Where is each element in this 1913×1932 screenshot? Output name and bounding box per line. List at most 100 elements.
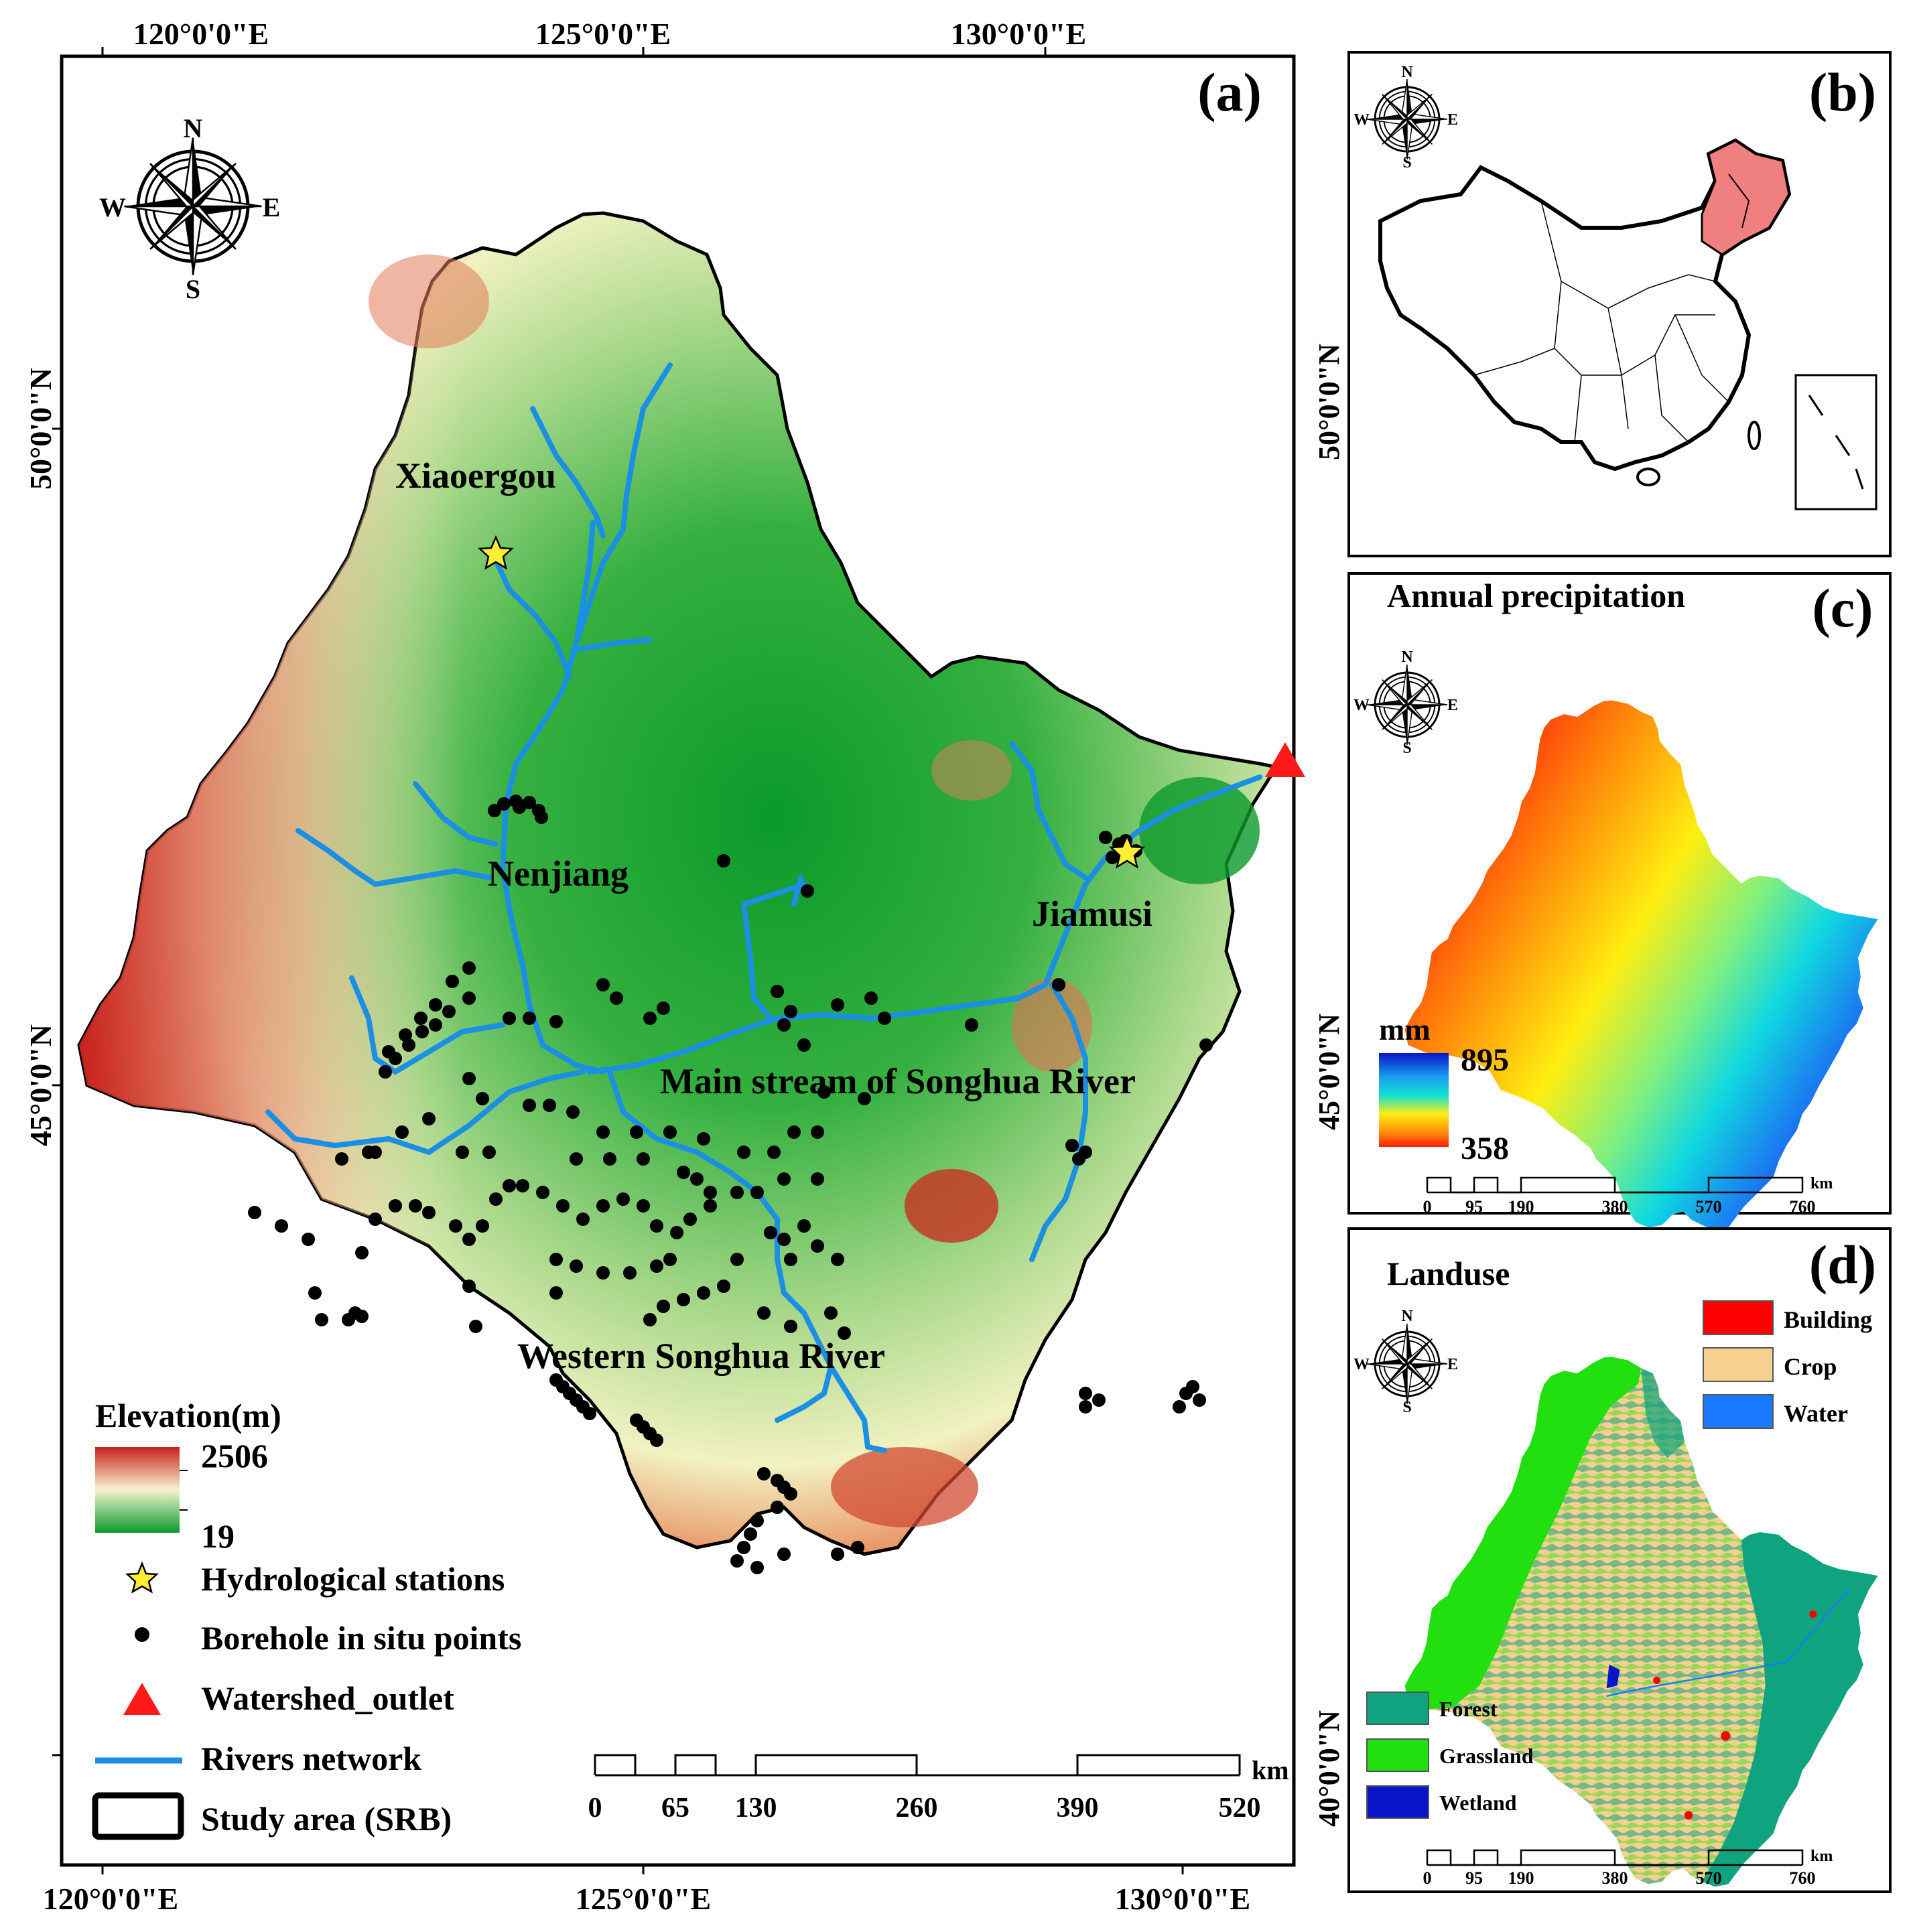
- legend-study-area-label: Study area (SRB): [201, 1800, 452, 1838]
- landuse-forest-north: [1640, 1368, 1685, 1458]
- borehole-point: [784, 1253, 797, 1266]
- legend-grassland-label: Grassland: [1439, 1744, 1534, 1768]
- panel-d-compass-e: E: [1447, 1356, 1458, 1373]
- legend-rivers-label: Rivers network: [201, 1740, 421, 1777]
- borehole-point: [797, 1038, 811, 1052]
- borehole-point: [516, 1179, 529, 1192]
- borehole-point: [1092, 1393, 1106, 1407]
- borehole-point: [630, 1125, 643, 1139]
- river-western-songhua: [607, 1069, 834, 1423]
- legend-wetland-swatch: [1366, 1785, 1429, 1819]
- borehole-point: [556, 1199, 570, 1213]
- legend-forest-swatch: [1366, 1692, 1429, 1725]
- northwest-highland: [369, 255, 489, 348]
- borehole-point: [777, 1233, 791, 1246]
- borehole-point: [1099, 831, 1112, 844]
- borehole-point: [784, 1487, 797, 1501]
- borehole-point: [750, 1514, 764, 1527]
- river-nenjiang-main: [500, 362, 673, 1075]
- borehole-point: [536, 1186, 549, 1199]
- borehole-point: [744, 1527, 757, 1541]
- panel-c-tag: (c): [1812, 577, 1873, 638]
- borehole-point: [308, 1286, 322, 1300]
- borehole-point: [1199, 1038, 1213, 1052]
- legend-water-label: Water: [1784, 1400, 1848, 1427]
- borehole-point: [650, 1434, 663, 1447]
- borehole-point: [831, 1547, 844, 1561]
- legend-stations-label: Hydrological stations: [201, 1560, 505, 1598]
- scale-d-tick-4: 570: [1696, 1868, 1722, 1888]
- borehole-point: [683, 1213, 697, 1226]
- borehole-point: [764, 1226, 777, 1239]
- legend-study-area-box-icon: [92, 1792, 184, 1840]
- borehole-point: [851, 1541, 864, 1554]
- panel-c: Annual precipitation (c) 45°0'0"N N S E …: [1313, 572, 1892, 1231]
- scale-a-unit: km: [1252, 1755, 1289, 1785]
- river-nj-south: [574, 520, 596, 646]
- label-jiamusi: Jiamusi: [1032, 894, 1152, 934]
- borehole-point: [302, 1233, 315, 1246]
- borehole-point: [355, 1310, 369, 1323]
- borehole-point: [965, 1018, 978, 1032]
- scale-c-tick-5: 760: [1790, 1197, 1816, 1217]
- panel-b: (b) 50°0'0"N N S E W: [1313, 51, 1892, 557]
- river-eastern-north: [1009, 741, 1088, 880]
- borehole-point: [697, 1286, 710, 1300]
- bottom-lon-label-130: 130°0'0"E: [1115, 1882, 1250, 1916]
- river-west-tributary: [295, 828, 492, 887]
- borehole-point: [610, 991, 623, 1005]
- scale-c-tick-1: 95: [1465, 1197, 1483, 1217]
- borehole-point: [469, 1320, 482, 1333]
- legend-elevation-min: 19: [201, 1517, 235, 1555]
- legend-wetland-label: Wetland: [1439, 1791, 1517, 1815]
- panel-a-legend: Elevation(m) 2506 19 Hydrological statio…: [92, 1397, 521, 1840]
- borehole-point: [462, 991, 476, 1005]
- borehole-point: [757, 1306, 771, 1320]
- borehole-point: [663, 1125, 677, 1139]
- scale-d-tick-0: 0: [1423, 1868, 1432, 1888]
- borehole-point: [824, 1306, 838, 1320]
- borehole-point: [583, 1407, 596, 1420]
- legend-outlet-label: Watershed_outlet: [201, 1679, 454, 1717]
- borehole-point: [570, 1259, 583, 1273]
- south-china-sea-inset: [1794, 374, 1877, 510]
- river-southwest: [265, 1069, 586, 1155]
- borehole-point: [389, 1199, 402, 1213]
- watershed-outlet-marker: [1265, 742, 1305, 777]
- taiwan-island: [1747, 421, 1761, 450]
- borehole-point: [503, 1012, 516, 1025]
- china-map-outline: [1378, 138, 1792, 472]
- hydrological-station-jiamusi: [1108, 833, 1146, 869]
- scale-c-tick-4: 570: [1696, 1197, 1722, 1217]
- legend-outlet-triangle-icon: [123, 1683, 161, 1715]
- borehole-point: [777, 1547, 791, 1561]
- borehole-point: [623, 1266, 637, 1280]
- borehole-point: [1106, 851, 1119, 864]
- river-xiaoergou: [490, 550, 572, 679]
- borehole-point: [513, 801, 526, 814]
- borehole-point: [801, 884, 814, 898]
- legend-water-swatch: [1703, 1394, 1774, 1429]
- panel-b-compass-n: N: [1401, 64, 1413, 81]
- borehole-point: [1052, 978, 1065, 991]
- borehole-point: [730, 1186, 744, 1199]
- china-province-lines: [1473, 200, 1729, 443]
- borehole-point: [462, 1072, 476, 1085]
- compass-west: W: [99, 192, 126, 222]
- borehole-points: [248, 795, 1213, 1574]
- scale-a-tick-3: 260: [896, 1793, 938, 1823]
- borehole-point: [456, 1146, 469, 1159]
- legend-building-label: Building: [1784, 1306, 1872, 1333]
- borehole-point: [704, 1199, 717, 1213]
- borehole-point: [414, 1012, 427, 1025]
- scale-a-tick-1: 65: [661, 1793, 689, 1823]
- borehole-point: [650, 1259, 663, 1273]
- borehole-point: [704, 1186, 717, 1199]
- borehole-point: [596, 1266, 610, 1280]
- top-lon-label-130: 130°0'0"E: [951, 17, 1086, 51]
- borehole-point: [811, 1125, 824, 1139]
- compass-east: E: [263, 192, 281, 222]
- rivers-network: [265, 362, 1262, 1453]
- southeast-highland: [905, 1169, 998, 1243]
